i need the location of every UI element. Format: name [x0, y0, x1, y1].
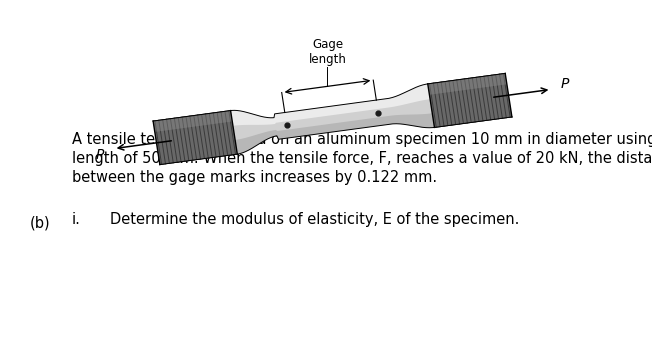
Text: length of 50 mm. When the tensile force, F, reaches a value of 20 kN, the distan: length of 50 mm. When the tensile force,… — [72, 151, 652, 166]
Text: between the gage marks increases by 0.122 mm.: between the gage marks increases by 0.12… — [72, 170, 437, 185]
Text: i.: i. — [72, 212, 81, 227]
Text: (b): (b) — [30, 215, 51, 230]
Text: Determine the modulus of elasticity, E of the specimen.: Determine the modulus of elasticity, E o… — [110, 212, 520, 227]
Text: A tensile test is performed on an aluminum specimen 10 mm in diameter using a ga: A tensile test is performed on an alumin… — [72, 132, 652, 147]
